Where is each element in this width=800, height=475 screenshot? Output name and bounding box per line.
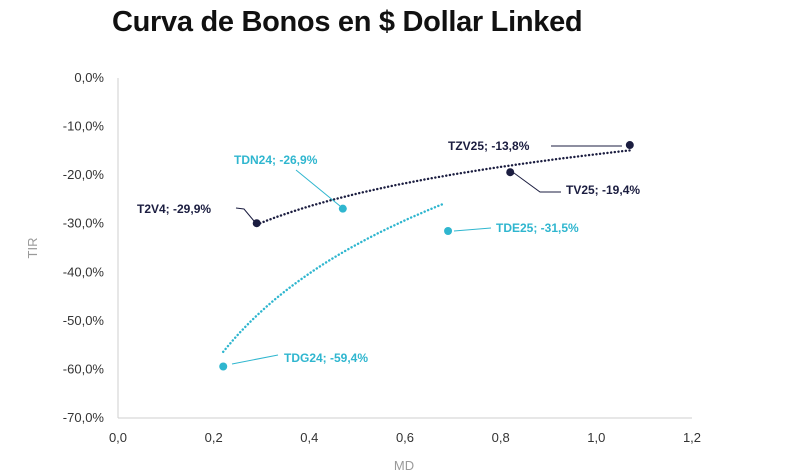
x-tick-label: 1,0	[587, 430, 605, 445]
x-axis-title: MD	[394, 458, 414, 473]
x-tick-label: 0,2	[205, 430, 223, 445]
data-label-tzv25: TZV25; -13,8%	[448, 139, 530, 153]
x-tick-label: 0,4	[300, 430, 318, 445]
leader-line	[453, 227, 492, 232]
data-point-tde25	[444, 227, 453, 235]
x-tick-label: 0,8	[492, 430, 510, 445]
leader-line	[513, 172, 561, 193]
leader-line	[231, 354, 279, 365]
chart-title: Curva de Bonos en $ Dollar Linked	[112, 6, 583, 38]
x-tick-label: 0,0	[109, 430, 127, 445]
data-point-tzv25	[625, 141, 634, 150]
data-label-tde25: TDE25; -31,5%	[496, 221, 579, 235]
y-tick-label: -20,0%	[63, 167, 105, 182]
trendline-dark	[255, 149, 631, 226]
leader-line	[295, 169, 341, 207]
data-point-tdn24	[338, 204, 347, 213]
data-label-tv25: TV25; -19,4%	[566, 183, 640, 197]
y-tick-label: -70,0%	[63, 410, 105, 425]
data-label-tdn24: TDN24; -26,9%	[234, 153, 318, 167]
y-tick-label: -60,0%	[63, 361, 105, 376]
data-label-tdg24: TDG24; -59,4%	[284, 351, 368, 365]
y-axis-title: TIR	[25, 238, 40, 259]
x-tick-label: 0,6	[396, 430, 414, 445]
data-point-tdg24	[219, 362, 228, 371]
y-tick-label: -40,0%	[63, 264, 105, 279]
x-tick-label: 1,2	[683, 430, 701, 445]
data-label-t2v4: T2V4; -29,9%	[137, 202, 211, 216]
data-point-t2v4	[252, 219, 261, 228]
y-tick-label: -30,0%	[63, 216, 105, 231]
y-tick-label: -10,0%	[63, 119, 105, 134]
trendline-light	[222, 202, 445, 353]
leader-line	[235, 207, 255, 222]
y-tick-label: -50,0%	[63, 313, 105, 328]
data-point-tv25	[506, 168, 515, 177]
y-tick-label: 0,0%	[74, 70, 104, 85]
